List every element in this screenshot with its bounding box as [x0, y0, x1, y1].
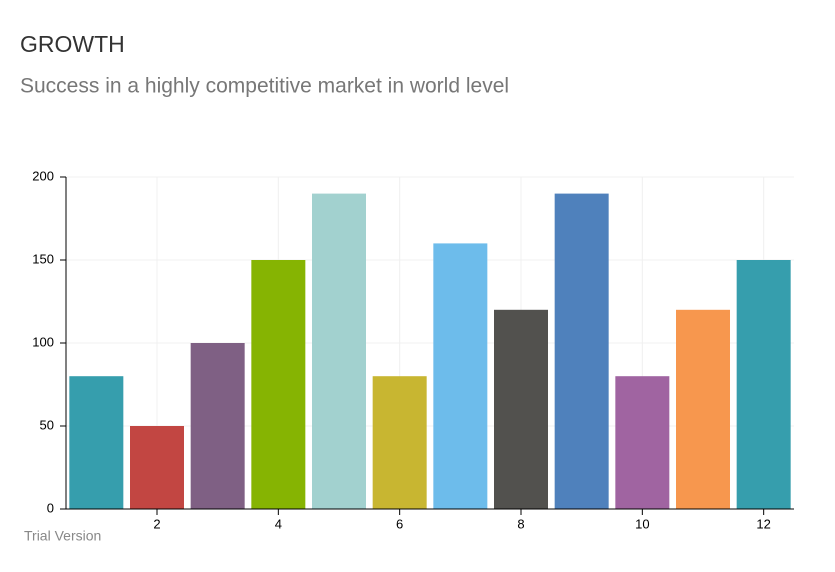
x-tick-label: 4 [275, 516, 282, 531]
bar [433, 243, 488, 509]
chart-subtitle: Success in a highly competitive market i… [20, 75, 509, 98]
y-tick-label: 0 [47, 500, 54, 515]
bar [736, 260, 791, 509]
x-tick-label: 6 [396, 516, 403, 531]
bar [372, 376, 427, 509]
chart-title: GROWTH [20, 31, 125, 57]
x-tick-label: 2 [153, 516, 160, 531]
bar [554, 193, 609, 509]
y-tick-label: 100 [32, 334, 54, 349]
bar [251, 260, 306, 509]
watermark: Trial Version [24, 528, 101, 544]
bar [676, 309, 730, 509]
bar [494, 309, 548, 509]
bar [190, 343, 245, 509]
bar [69, 376, 124, 509]
y-tick-label: 200 [32, 168, 54, 183]
x-tick-label: 10 [635, 516, 649, 531]
x-tick-label: 12 [756, 516, 770, 531]
bar [615, 376, 670, 509]
x-tick-label: 8 [517, 516, 524, 531]
y-tick-label: 50 [40, 417, 54, 432]
y-tick-label: 150 [32, 251, 54, 266]
bar [130, 426, 184, 509]
bar [312, 193, 366, 509]
